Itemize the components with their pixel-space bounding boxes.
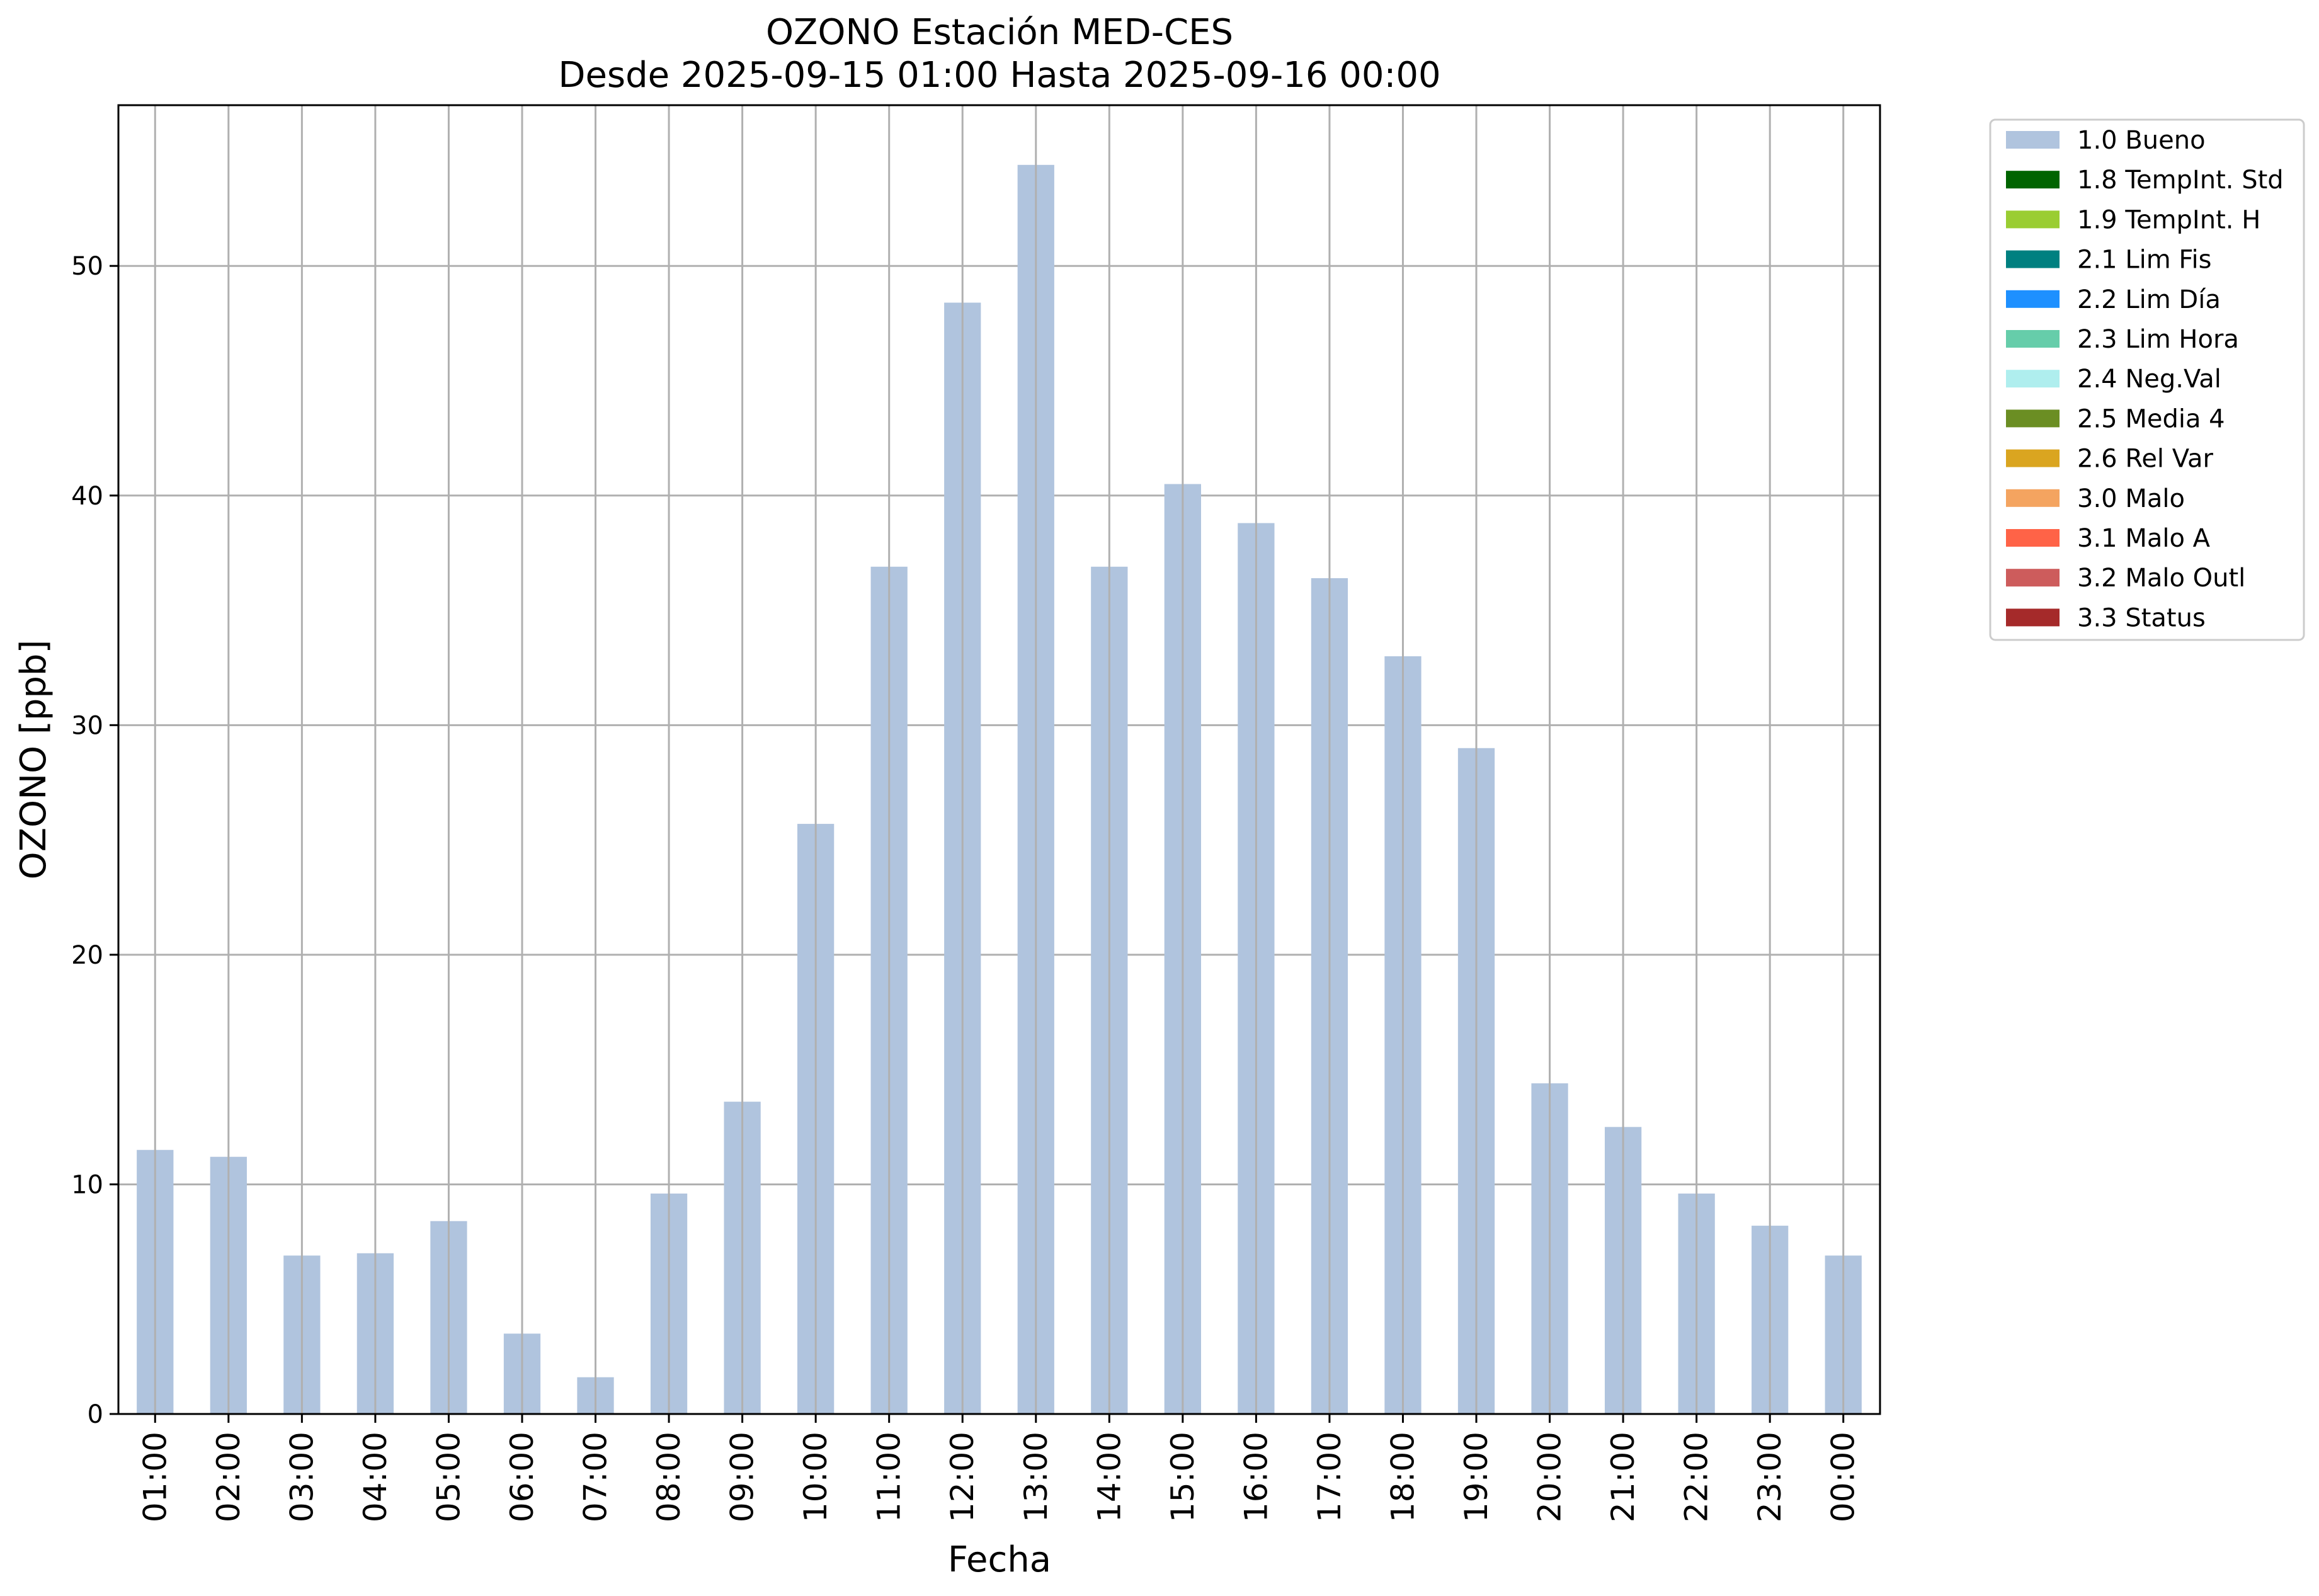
x-tick-label: 03:00 (283, 1432, 320, 1522)
y-tick-label: 0 (88, 1400, 103, 1429)
legend-swatch (2006, 608, 2060, 627)
legend-label: 3.0 Malo (2077, 484, 2185, 513)
legend: 1.0 Bueno 1.8 TempInt. Std 1.9 TempInt. H 2… (1989, 118, 2305, 641)
legend-label: 2.6 Rel Var (2077, 445, 2214, 474)
vertical-grid-lines (154, 105, 1845, 1414)
x-tick-label: 06:00 (504, 1432, 540, 1522)
x-tick-label: 13:00 (1018, 1432, 1054, 1522)
legend-swatch (2006, 210, 2060, 229)
legend-label: 2.2 Lim Día (2077, 285, 2221, 314)
y-tick-label: 20 (71, 941, 103, 970)
x-tick-label: 14:00 (1091, 1432, 1127, 1522)
x-axis-ticks: 01:00 02:00 03:00 04:00 05:00 06:00 07:00 08:00… (137, 1414, 1862, 1522)
y-tick-label: 30 (71, 711, 103, 740)
legend-label: 1.8 TempInt. Std (2077, 166, 2284, 195)
legend-swatch (2006, 370, 2060, 388)
x-tick-label: 09:00 (724, 1432, 761, 1522)
x-axis-label: Fecha (948, 1539, 1051, 1580)
legend-swatch (2006, 131, 2060, 149)
x-tick-label: 00:00 (1825, 1432, 1862, 1522)
legend-label: 3.3 Status (2077, 603, 2206, 632)
legend-swatch (2006, 569, 2060, 587)
legend-swatch (2006, 330, 2060, 348)
x-tick-label: 19:00 (1458, 1432, 1495, 1522)
x-tick-label: 17:00 (1311, 1432, 1348, 1522)
y-tick-label: 10 (71, 1170, 103, 1199)
bars (137, 164, 1862, 1415)
x-tick-label: 05:00 (430, 1432, 467, 1522)
legend-swatch (2006, 489, 2060, 507)
x-tick-label: 21:00 (1605, 1432, 1641, 1522)
x-tick-label: 01:00 (137, 1432, 173, 1522)
x-tick-label: 16:00 (1238, 1432, 1274, 1522)
legend-label: 2.3 Lim Hora (2077, 325, 2239, 354)
legend-label: 3.2 Malo Outl (2077, 564, 2245, 593)
x-tick-label: 04:00 (357, 1432, 394, 1522)
legend-swatch (2006, 171, 2060, 189)
chart-subtitle: Desde 2025-09-15 01:00 Hasta 2025-09-16 … (558, 55, 1440, 96)
legend-label: 1.0 Bueno (2077, 126, 2206, 155)
legend-label: 2.4 Neg.Val (2077, 365, 2221, 394)
x-tick-label: 08:00 (651, 1432, 687, 1522)
legend-swatch (2006, 449, 2060, 467)
x-tick-label: 20:00 (1532, 1432, 1568, 1522)
y-axis-label: OZONO [ppb] (13, 640, 54, 880)
x-tick-label: 07:00 (578, 1432, 614, 1522)
x-tick-label: 11:00 (871, 1432, 908, 1522)
legend-label: 1.9 TempInt. H (2077, 205, 2260, 234)
y-axis-ticks: 0 10 20 30 40 50 (71, 252, 118, 1429)
legend-frame (1989, 118, 2305, 641)
x-tick-label: 02:00 (210, 1432, 247, 1522)
x-tick-label: 10:00 (797, 1432, 834, 1522)
chart-title: OZONO Estación MED-CES (766, 12, 1233, 53)
legend-label: 2.1 Lim Fis (2077, 246, 2211, 275)
y-tick-label: 40 (71, 482, 103, 511)
legend-swatch (2006, 250, 2060, 268)
legend-swatch (2006, 290, 2060, 308)
legend-label: 2.5 Media 4 (2077, 404, 2225, 433)
x-tick-label: 15:00 (1165, 1432, 1201, 1522)
x-tick-label: 18:00 (1384, 1432, 1421, 1522)
legend-swatch (2006, 529, 2060, 547)
legend-label: 3.1 Malo A (2077, 524, 2211, 553)
legend-swatch (2006, 409, 2060, 428)
x-tick-label: 12:00 (944, 1432, 981, 1522)
x-tick-label: 23:00 (1752, 1432, 1788, 1522)
plot-frame (117, 104, 1881, 1415)
y-tick-label: 50 (71, 252, 103, 281)
x-tick-label: 22:00 (1678, 1432, 1715, 1522)
